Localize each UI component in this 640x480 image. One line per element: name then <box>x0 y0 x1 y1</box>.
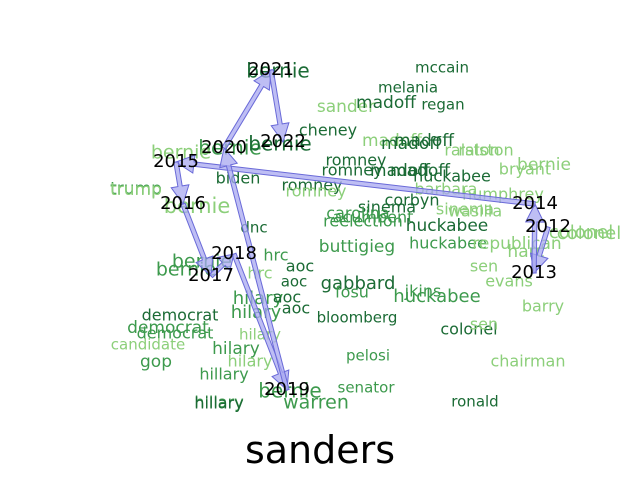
year-label: 2013 <box>511 262 557 283</box>
year-label: 2022 <box>260 131 306 152</box>
word-label: barry <box>522 297 564 316</box>
word-label: madoff <box>394 131 455 151</box>
word-label: pelosi <box>346 347 390 365</box>
chart-title: sanders <box>244 428 396 472</box>
word-label: senator <box>338 379 396 397</box>
trajectory-arrow <box>268 69 290 144</box>
word-label: bernie <box>151 142 211 164</box>
year-label: 2020 <box>201 137 247 158</box>
word-label: gop <box>140 352 172 372</box>
word-label: carolina <box>326 204 389 223</box>
word-label: sinema <box>358 198 416 217</box>
word-label: sinema <box>436 200 494 219</box>
word-label: democrat <box>137 324 214 343</box>
word-label: aoc <box>286 257 314 276</box>
word-label: colonel <box>549 222 613 243</box>
word-label: warren <box>283 392 349 414</box>
trajectory-arrow <box>231 252 290 392</box>
word-label: buttigieg <box>319 237 395 257</box>
word-label: corbyn <box>385 191 440 210</box>
word-label: evans <box>485 272 533 291</box>
word-label: cheney <box>299 121 357 140</box>
word-label: mccain <box>415 59 469 77</box>
trajectory-arrows <box>170 69 551 392</box>
word-label: ralston <box>458 141 513 160</box>
word-label: bernie <box>517 155 571 175</box>
word-label: acumbent <box>333 208 414 227</box>
word-label: madoff <box>381 134 442 154</box>
word-label: bryant <box>499 160 551 179</box>
word-label: hilary <box>212 339 260 359</box>
word-label: bernie <box>258 379 321 403</box>
word-label: democrat <box>142 306 219 325</box>
word-label: madoff <box>370 161 431 181</box>
word-label: regan <box>421 96 464 114</box>
word-label: ralston <box>444 141 499 160</box>
word-label: fosu <box>335 283 369 302</box>
word-label: sen <box>470 257 498 276</box>
word-label: romney <box>285 182 346 201</box>
word-label: colonel <box>440 320 497 339</box>
word-label: huckabee <box>409 234 487 253</box>
word-label: huckabee <box>393 286 480 307</box>
word-label: bloomberg <box>317 309 398 327</box>
word-label: chairman <box>490 352 565 371</box>
trajectory-arrow <box>170 161 190 206</box>
word-label: candidate <box>111 336 185 354</box>
word-label: aoc <box>282 299 310 318</box>
trajectory-arrow <box>219 146 290 392</box>
year-label: 2021 <box>248 59 294 80</box>
word-label: colonel <box>557 223 621 244</box>
word-label: jkins <box>404 282 442 301</box>
word-label: trump <box>110 179 162 199</box>
year-label: 2018 <box>211 243 257 264</box>
trajectory-arrow <box>221 69 272 150</box>
year-label: 2017 <box>188 265 234 286</box>
word-label: gabbard <box>321 273 396 294</box>
year-label: 2019 <box>264 379 310 400</box>
year-label: 2016 <box>160 193 206 214</box>
word-label: hillary <box>194 393 243 412</box>
word-label: romney <box>321 161 382 180</box>
year-label: 2012 <box>525 216 571 237</box>
word-label: trump <box>110 180 162 200</box>
trajectory-arrow <box>208 253 235 279</box>
word-label: melania <box>378 79 438 97</box>
trajectory-arrow <box>180 202 214 278</box>
word-label: hillary <box>199 365 248 384</box>
word-label: madoff <box>362 131 423 151</box>
word-label: wasilla <box>448 202 502 221</box>
word-label: huckabee <box>413 167 491 186</box>
word-label: sen <box>470 315 498 334</box>
word-label: aoc <box>281 273 308 291</box>
word-label: huckabee <box>406 216 489 236</box>
word-label: romney <box>325 151 386 170</box>
word-label: hilary <box>228 352 273 371</box>
word-label: democrat <box>127 318 209 338</box>
word-label: sander <box>317 97 375 117</box>
word-label: hillary <box>194 394 243 413</box>
word-label: hrc <box>263 246 288 265</box>
word-label: reelection <box>323 212 403 231</box>
year-label: 2014 <box>512 193 558 214</box>
trajectory-arrow <box>174 154 536 207</box>
trajectory-arrow <box>524 202 545 274</box>
year-label: 2015 <box>153 151 199 172</box>
word-label: ronald <box>451 393 498 411</box>
word-label: bernie <box>164 194 231 218</box>
word-label: aoc <box>273 288 301 307</box>
word-label: madoff <box>390 161 451 181</box>
word-label: hilary <box>233 288 284 309</box>
word-label: madoff <box>356 93 417 113</box>
